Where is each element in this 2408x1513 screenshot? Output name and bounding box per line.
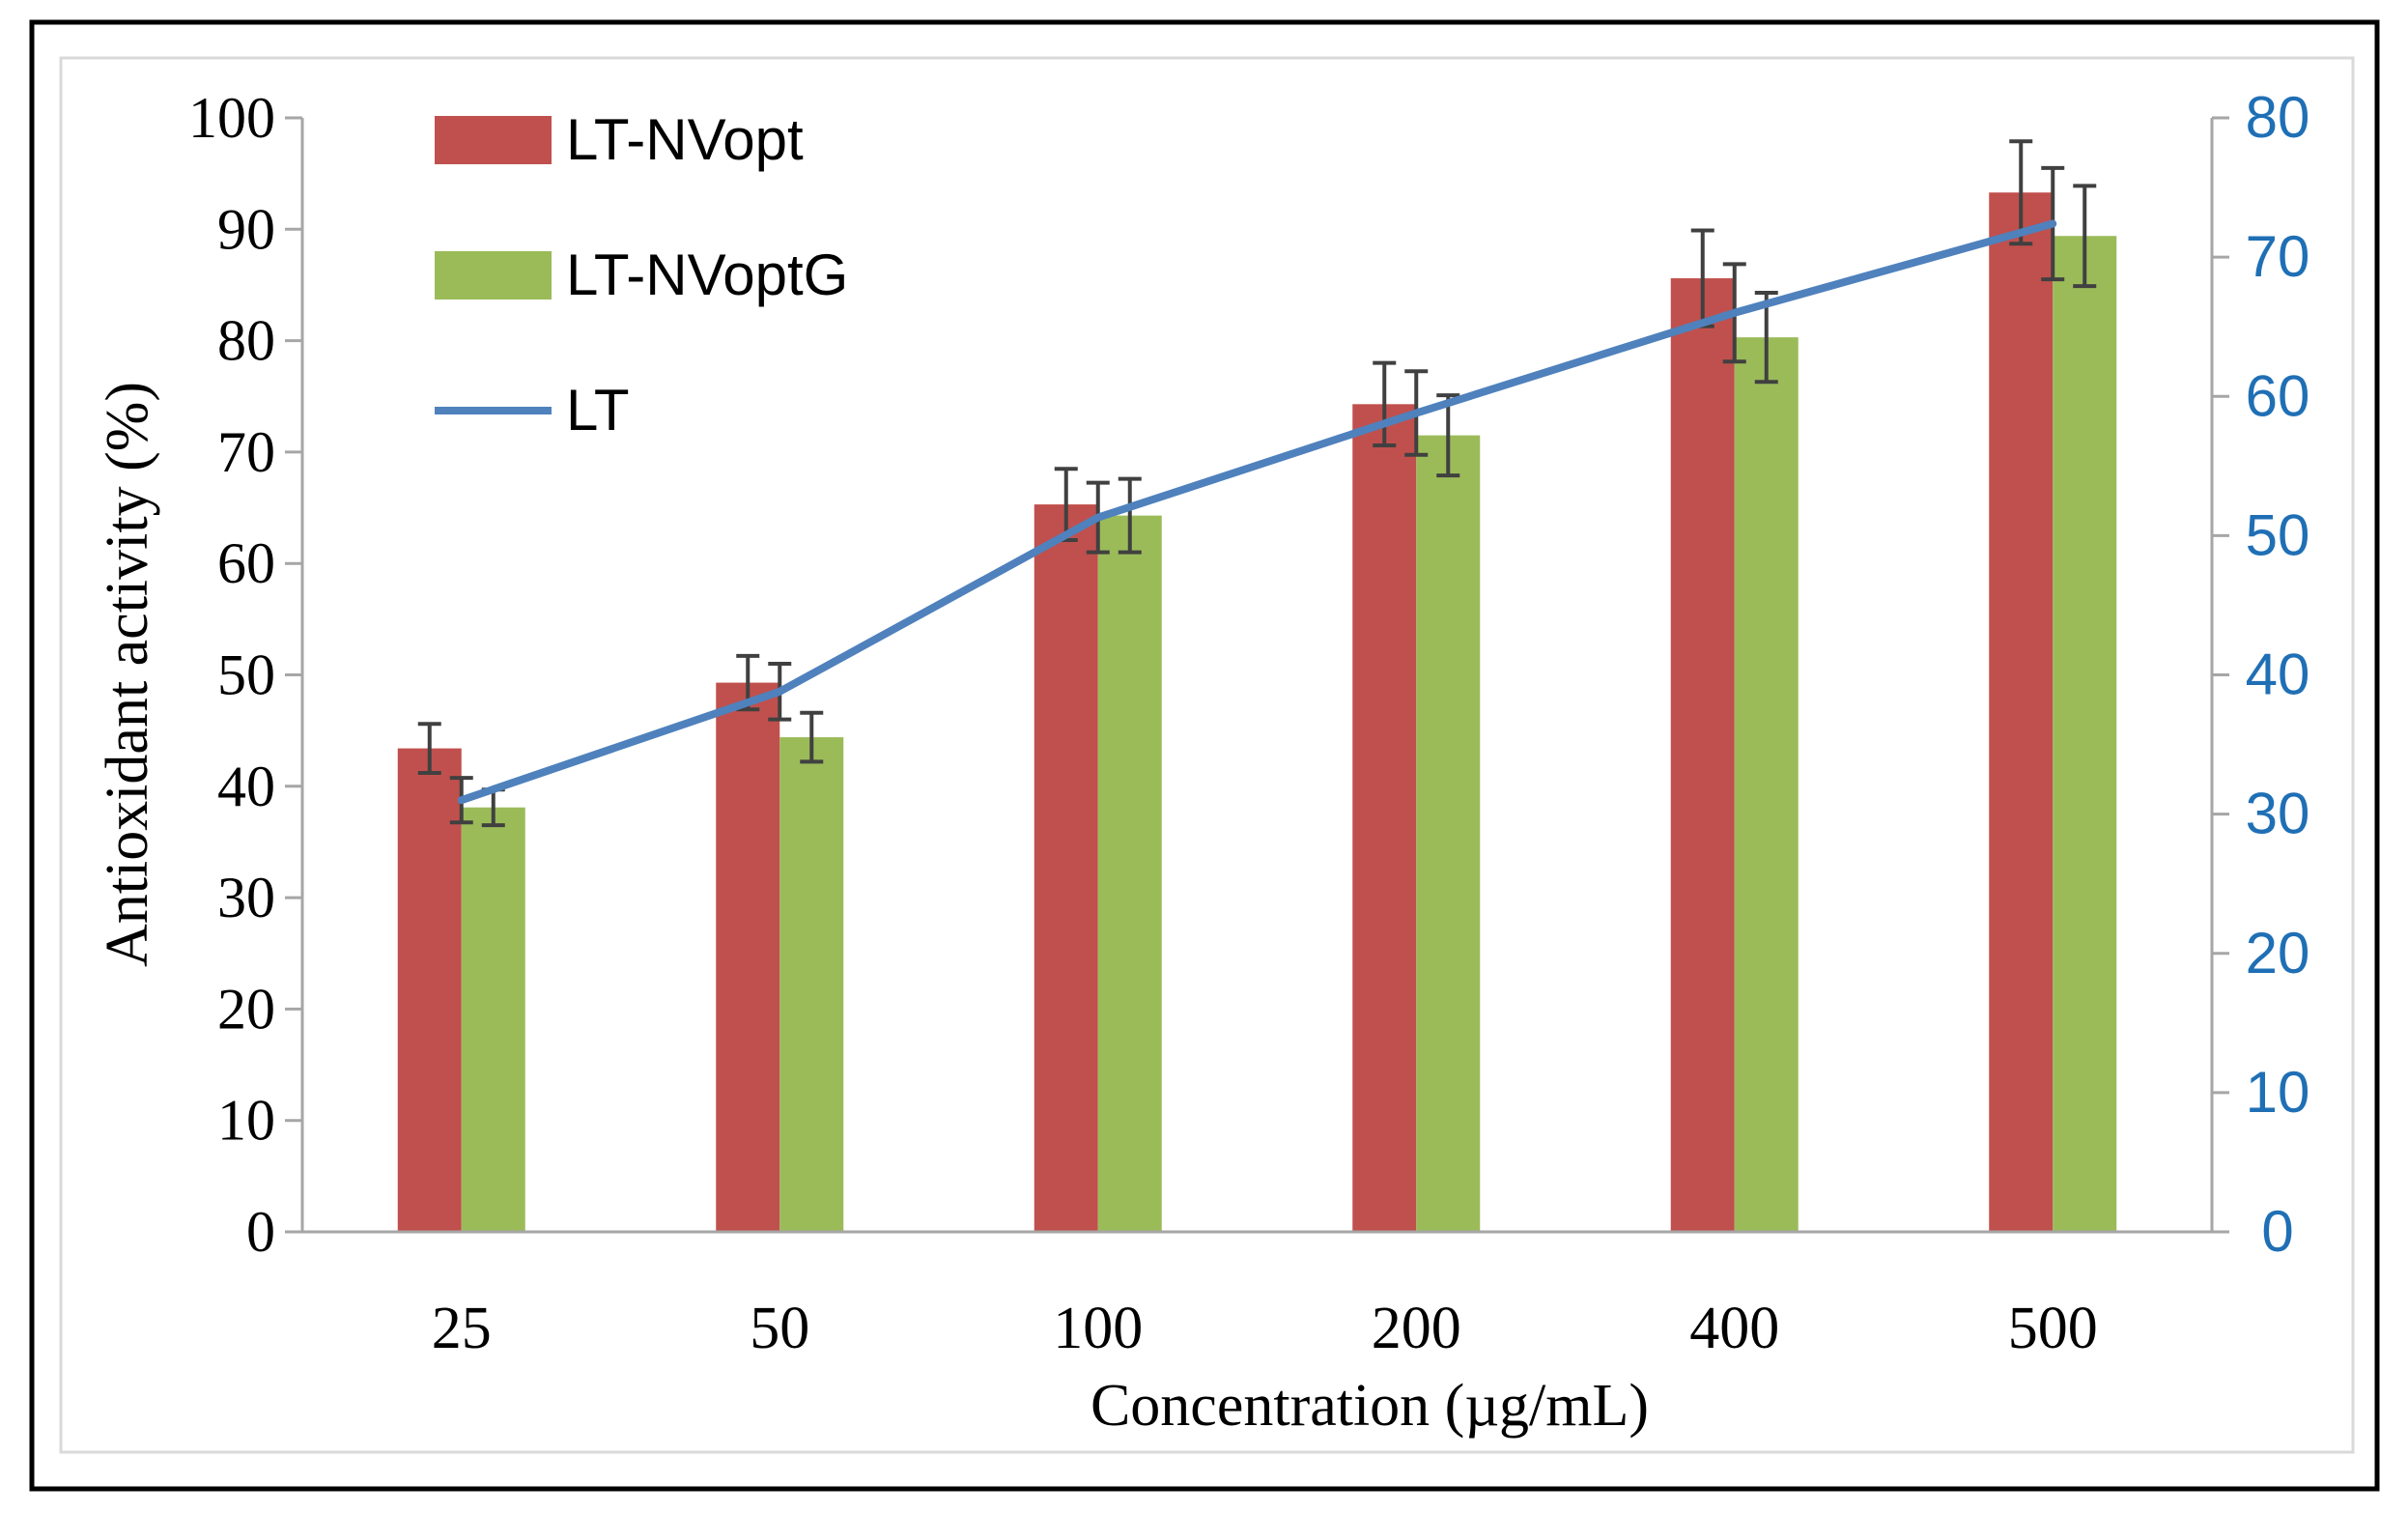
left-tick-label: 100 [188,86,275,150]
right-tick-label: 80 [2246,85,2310,150]
legend: LT-NVopt LT-NVoptG LT [435,107,848,442]
left-tick-label: 40 [217,755,275,818]
left-tick-label: 0 [246,1200,275,1264]
left-tick-label: 30 [217,866,275,929]
bar-lt-nvopt-400 [1670,278,1735,1233]
left-tick-label: 10 [217,1089,275,1153]
line-series [457,219,2057,805]
legend-label: LT-NVopt [566,107,804,172]
left-tick-label: 90 [217,197,275,261]
left-tick-label: 50 [217,643,275,707]
bar-lt-nvoptg-500 [2053,236,2117,1232]
inner-frame [59,56,2355,1454]
right-tick-label: 10 [2246,1060,2310,1125]
right-tick-label: 70 [2246,224,2310,289]
bar-lt-nvopt-200 [1352,404,1417,1232]
bars [397,192,2117,1233]
x-axis-label: Concentration (µg/mL) [1091,1373,1649,1439]
bar-lt-nvoptg-100 [1097,515,1162,1232]
bar-lt-nvopt-100 [1034,504,1098,1232]
x-tick-label: 100 [1053,1296,1143,1361]
right-tick-label: 40 [2246,642,2310,707]
bar-lt-nvoptg-200 [1416,435,1481,1233]
x-axis: 25 50 100 200 400 500 [302,1230,2212,1361]
left-tick-label: 20 [217,977,275,1041]
left-y-axis: 0 10 20 30 40 50 60 70 80 90 100 [188,86,304,1264]
bar-lt-nvopt-25 [397,748,462,1232]
legend-label: LT [566,378,630,442]
legend-swatch-lt-nvoptg [435,251,552,300]
x-tick-label: 50 [750,1296,809,1361]
right-y-axis: 0 10 20 30 40 50 60 70 80 [2210,85,2310,1264]
bar-lt-nvoptg-50 [779,737,844,1232]
left-tick-label: 80 [217,309,275,373]
y-axis-label: Antioxidant activity (%) [95,382,160,967]
left-tick-label: 70 [217,420,275,484]
x-tick-label: 500 [2008,1296,2098,1361]
right-tick-label: 60 [2246,363,2310,428]
legend-label: LT-NVoptG [566,243,848,307]
bar-lt-nvopt-500 [1989,192,2054,1233]
x-tick-label: 400 [1689,1296,1779,1361]
right-tick-label: 30 [2246,782,2310,846]
bar-lt-nvoptg-25 [461,807,525,1232]
line-lt [457,219,2057,805]
right-tick-label: 20 [2246,921,2310,985]
right-tick-label: 0 [2261,1199,2293,1264]
x-tick-label: 25 [432,1296,492,1361]
x-tick-label: 200 [1372,1296,1461,1361]
bar-lt-nvoptg-400 [1734,337,1799,1232]
left-tick-label: 60 [217,531,275,595]
legend-swatch-lt-nvopt [435,116,552,164]
right-tick-label: 50 [2246,502,2310,567]
bar-lt-nvopt-50 [716,682,780,1232]
